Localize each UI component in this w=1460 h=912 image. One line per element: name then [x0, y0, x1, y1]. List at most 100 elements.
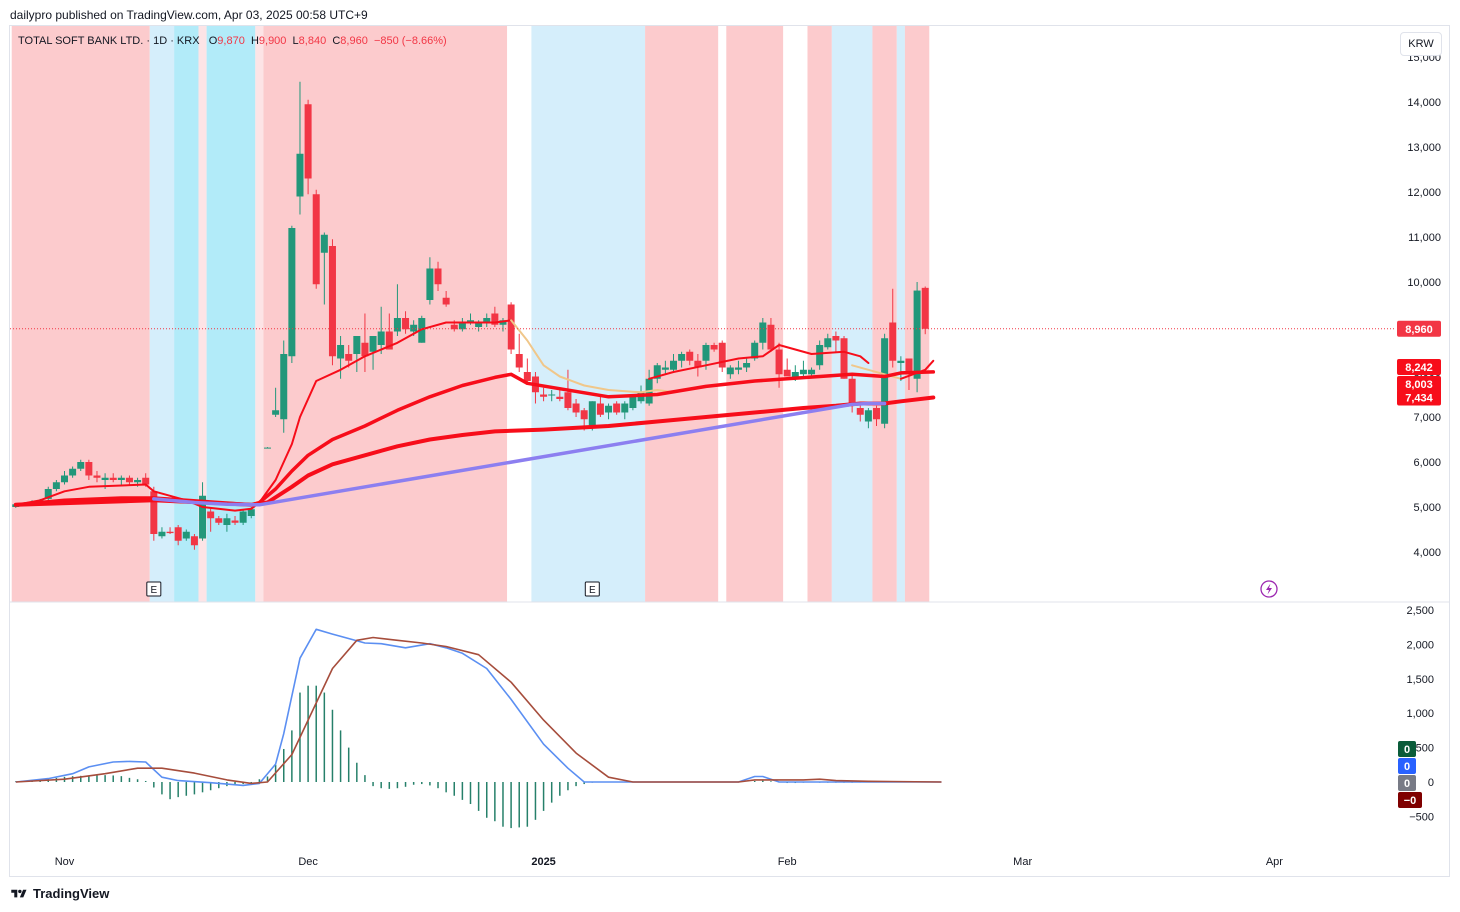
macd-series-line — [15, 628, 942, 787]
candle-body — [483, 318, 491, 323]
candle-body — [816, 345, 824, 366]
candle-body — [905, 358, 913, 375]
candle-body — [605, 405, 613, 413]
candle-body — [661, 367, 669, 370]
candle-body — [743, 363, 751, 368]
candle-body — [873, 408, 880, 420]
ma-line — [899, 359, 935, 380]
candle-body — [85, 462, 93, 476]
candle-body — [718, 342, 726, 368]
earnings-marker-box — [146, 581, 162, 597]
candle-body — [596, 403, 604, 415]
candle-body — [328, 246, 336, 357]
price-tick-label: 14,000 — [1407, 97, 1441, 109]
price-tag: 7,434 — [1397, 389, 1441, 406]
candle-body — [775, 349, 783, 375]
candle-body — [580, 410, 588, 420]
candle-body — [734, 367, 742, 370]
candle-body — [77, 462, 85, 469]
candle-body — [125, 477, 133, 483]
price-tag-label: 8,242 — [1405, 362, 1433, 374]
candle-body — [215, 518, 223, 523]
close-label: C — [332, 35, 341, 47]
macd-value-box — [1398, 775, 1416, 791]
macd-tick-label: 0 — [1428, 777, 1434, 789]
close-value: 8,960 — [340, 35, 368, 47]
macd-histogram — [15, 685, 878, 829]
candle-body — [442, 297, 450, 305]
time-axis[interactable]: Nov Dec 2025 Feb Mar Apr — [55, 856, 1284, 868]
price-axis[interactable]: 4,0005,0006,0007,0008,0009,00010,00011,0… — [1407, 52, 1441, 559]
candle-body — [312, 194, 320, 285]
candle-body — [353, 336, 361, 354]
background-zone — [11, 26, 150, 602]
candle-body — [369, 336, 377, 352]
lightning-icon[interactable] — [1260, 580, 1278, 598]
candle-body — [223, 518, 231, 525]
candle-body — [629, 396, 637, 408]
candle-body — [507, 304, 515, 350]
candlesticks — [12, 81, 929, 550]
earnings-marker-box — [584, 581, 600, 597]
currency-button[interactable]: KRW — [1400, 32, 1442, 56]
price-tick-label: 4,000 — [1413, 547, 1441, 559]
candle-body — [239, 511, 247, 523]
price-tag: 8,003 — [1397, 376, 1441, 392]
candle-body — [426, 268, 434, 300]
moving-averages — [13, 319, 936, 512]
candle-body — [166, 531, 174, 534]
candle-body — [710, 345, 718, 350]
candle-body — [402, 318, 410, 330]
ma-line — [851, 364, 902, 380]
tradingview-logo-icon — [11, 889, 27, 897]
macd-tick-label: 2,500 — [1406, 605, 1434, 617]
candle-body — [694, 360, 702, 368]
candle-body — [52, 482, 60, 489]
candle-body — [182, 531, 190, 539]
candle-body — [247, 509, 255, 516]
macd-tick-label: 1,500 — [1406, 674, 1434, 686]
macd-axis[interactable]: −500 0 500 1,000 1,500 2,000 2,500 — [1406, 605, 1434, 823]
candle-body — [515, 354, 523, 368]
price-tick-label: 10,000 — [1407, 277, 1441, 289]
candle-body — [272, 410, 280, 415]
candle-body — [280, 354, 288, 420]
background-zone — [807, 26, 832, 602]
background-zone — [174, 26, 199, 602]
candle-body — [134, 480, 142, 483]
price-tick-label: 12,000 — [1407, 187, 1441, 199]
candle-body — [491, 313, 499, 325]
change-value: −850 (−8.66%) — [373, 35, 447, 47]
macd-value-tag: 0 — [1398, 775, 1416, 791]
candle-body — [759, 322, 767, 343]
candle-body — [767, 324, 775, 350]
background-zone — [831, 26, 873, 602]
macd-value-tag: 0 — [1398, 758, 1416, 774]
background-zone — [263, 26, 508, 602]
candle-body — [621, 403, 629, 413]
background-zone — [645, 26, 719, 602]
open-label: O — [208, 35, 218, 47]
background-zone — [896, 26, 905, 602]
candle-body — [190, 536, 198, 546]
earnings-marker-label: E — [150, 585, 157, 596]
time-tick-label: Feb — [778, 856, 797, 868]
ma-line — [14, 319, 513, 512]
price-tag-label: 8,003 — [1405, 379, 1433, 391]
background-zone — [726, 26, 784, 602]
candle-body — [158, 531, 166, 537]
symbol-name[interactable]: TOTAL SOFT BANK LTD. · 1D · KRX — [18, 35, 200, 47]
candle-body — [475, 322, 483, 327]
published-header: dailypro published on TradingView.com, A… — [10, 8, 368, 22]
candle-body — [117, 477, 125, 480]
macd-value-box — [1398, 741, 1416, 757]
price-tick-label: 11,000 — [1408, 232, 1441, 244]
candle-body — [588, 401, 596, 426]
candle-body — [726, 367, 734, 375]
time-tick-label: Dec — [298, 856, 318, 868]
footer-brand[interactable]: TradingView — [10, 886, 109, 901]
candle-body — [61, 475, 68, 483]
macd-value-label: 0 — [1404, 744, 1410, 756]
candle-body — [377, 331, 385, 345]
